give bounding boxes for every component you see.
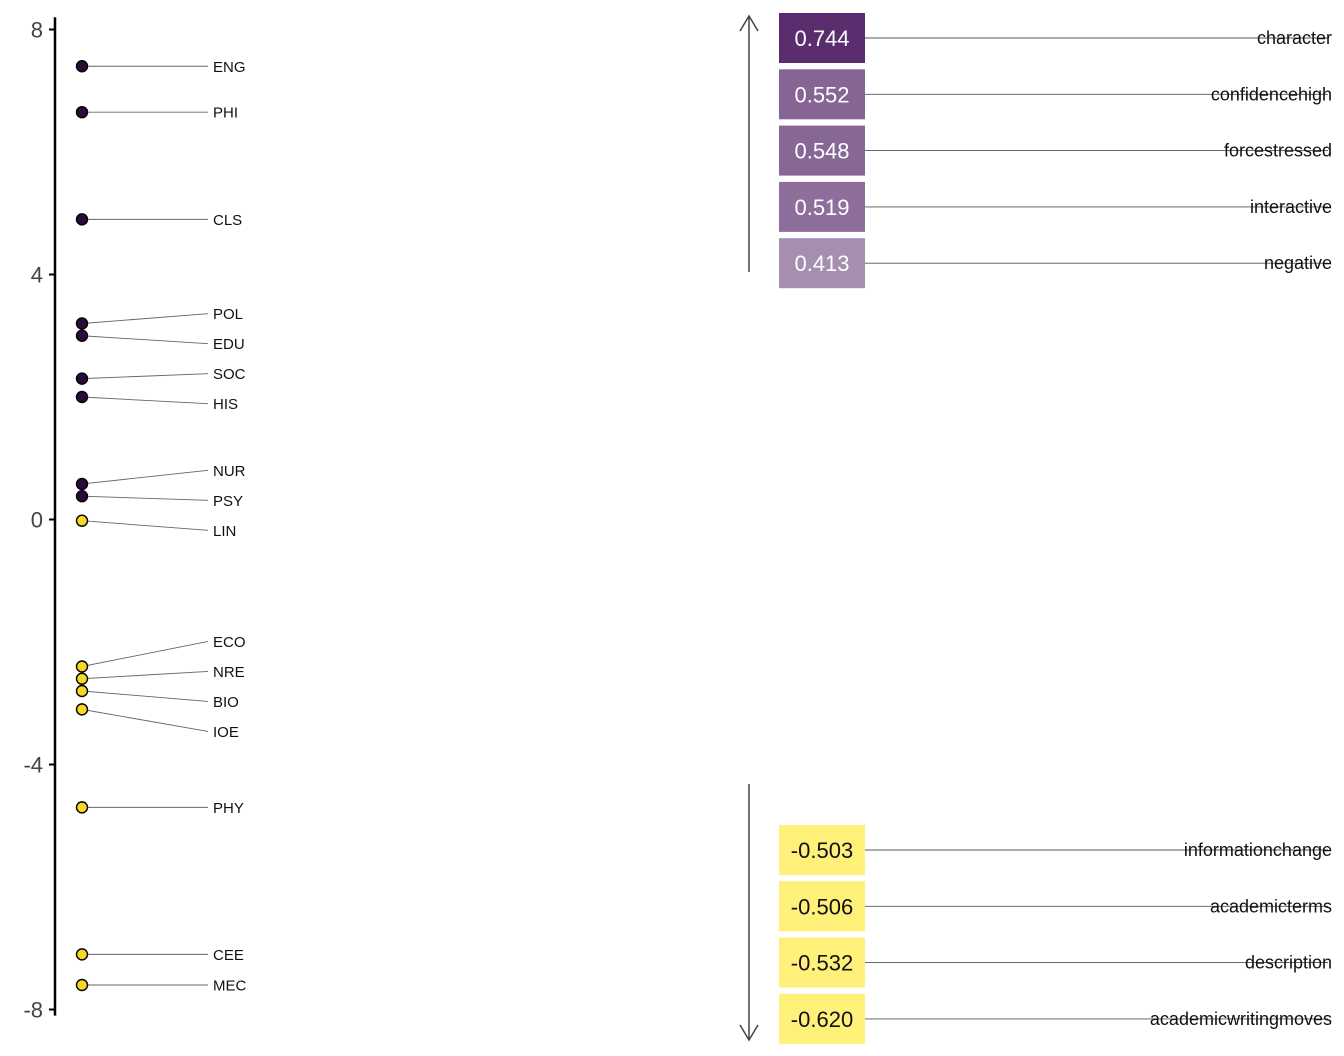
point-label: NRE	[213, 664, 245, 681]
feature-label: academicterms	[1210, 896, 1332, 916]
data-point	[75, 514, 89, 527]
loading-value: -0.503	[791, 838, 853, 863]
data-point	[75, 390, 89, 404]
data-point	[75, 672, 89, 685]
loading-value: 0.552	[794, 82, 849, 107]
data-point	[75, 948, 89, 961]
loading-box	[779, 69, 865, 120]
leader-line	[81, 708, 209, 732]
feature-label: confidencehigh	[1211, 84, 1332, 104]
point-label: BIO	[213, 694, 239, 711]
loading-box	[779, 993, 865, 1044]
y-tick-label: 0	[31, 508, 43, 533]
data-point	[75, 105, 89, 119]
data-point	[75, 477, 89, 491]
loading-box	[779, 937, 865, 988]
leader-line	[81, 469, 209, 485]
loading-value: 0.413	[794, 251, 849, 276]
feature-loadings: 0.744 character 0.552 confidencehigh 0.548 fo…	[779, 13, 1332, 1044]
leader-line	[81, 373, 209, 380]
point-label: POL	[213, 306, 243, 323]
data-point	[75, 703, 89, 716]
loading-box	[779, 181, 865, 232]
loading-value: 0.744	[794, 26, 849, 51]
data-point	[75, 317, 89, 330]
point-label: ENG	[213, 59, 246, 76]
feature-label: description	[1245, 953, 1332, 973]
leader-line	[81, 495, 209, 501]
data-point	[75, 490, 89, 503]
feature-label: forcestressed	[1224, 141, 1332, 161]
leader-line	[81, 640, 209, 667]
loading-box	[779, 238, 865, 289]
data-point	[75, 213, 89, 226]
y-tick-label: 4	[31, 263, 43, 288]
y-tick-label: -8	[23, 998, 43, 1023]
data-point	[75, 329, 89, 342]
loading-box	[779, 825, 865, 875]
leader-line	[81, 690, 209, 702]
loading-value: -0.506	[791, 894, 853, 919]
point-label: MEC	[213, 978, 247, 995]
point-label: PHI	[213, 105, 238, 122]
point-label: IOE	[213, 724, 239, 741]
feature-label: character	[1257, 28, 1332, 48]
point-label: SOC	[213, 366, 246, 383]
point-label: PSY	[213, 493, 243, 510]
loading-value: 0.548	[794, 139, 849, 164]
data-point	[75, 684, 89, 698]
point-label: HIS	[213, 396, 238, 413]
loading-box	[779, 881, 865, 932]
feature-label: informationchange	[1184, 840, 1332, 860]
point-label: ECO	[213, 634, 246, 651]
loading-box	[779, 13, 865, 63]
up-arrow-head	[739, 14, 759, 32]
point-label: EDU	[213, 336, 245, 353]
data-point	[75, 660, 89, 673]
direction-arrows	[739, 14, 759, 1042]
leader-line	[81, 313, 209, 324]
data-point	[75, 60, 89, 73]
leader-line	[81, 335, 209, 345]
down-arrow-head	[739, 1024, 759, 1042]
point-label: NUR	[213, 463, 246, 480]
point-label: PHY	[213, 800, 244, 817]
loading-value: -0.620	[791, 1007, 853, 1032]
leader-line	[81, 520, 209, 531]
y-tick-label: 8	[31, 18, 43, 43]
loading-value: 0.519	[794, 195, 849, 220]
feature-label: interactive	[1250, 197, 1332, 217]
feature-label: negative	[1264, 253, 1332, 273]
y-tick-label: -4	[23, 753, 43, 778]
point-label: LIN	[213, 523, 236, 540]
data-point	[75, 978, 89, 992]
leader-line	[81, 396, 209, 405]
loading-box	[779, 125, 865, 176]
loading-value: -0.532	[791, 951, 853, 976]
data-point	[75, 372, 89, 385]
data-point	[75, 801, 89, 814]
leader-line	[81, 670, 209, 680]
feature-label: academicwritingmoves	[1150, 1009, 1332, 1029]
point-label: CEE	[213, 947, 244, 964]
point-series: ENG PHI CLS POL EDU SOC HIS NUR PSY LIN ECO NRE BIO I…	[75, 59, 247, 995]
point-label: CLS	[213, 212, 242, 229]
y-axis: 8 4 0 -4 -8	[23, 17, 57, 1023]
